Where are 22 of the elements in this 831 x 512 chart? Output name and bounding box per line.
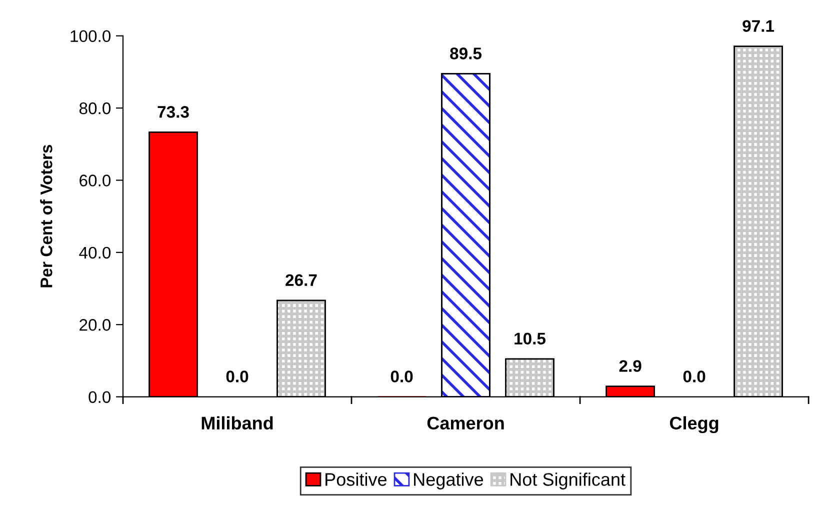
- data-label: 97.1: [742, 20, 774, 32]
- y-tick-label: 20.0: [80, 319, 111, 331]
- data-label: 73.3: [158, 106, 189, 118]
- y-axis-title: Per Cent of Voters: [40, 144, 52, 288]
- data-label: 0.0: [226, 370, 248, 382]
- data-label: 0.0: [683, 370, 706, 382]
- data-label: 10.5: [514, 332, 546, 344]
- data-label: 26.7: [286, 274, 317, 286]
- legend-label: Positive: [326, 472, 386, 486]
- data-label: 2.9: [619, 360, 642, 372]
- data-label: 89.5: [450, 48, 482, 60]
- y-tick-label: 80.0: [79, 102, 111, 114]
- legend-label: Not Significant: [510, 472, 626, 490]
- x-tick-label: Cameron: [427, 416, 504, 430]
- y-tick-label: 60.0: [80, 174, 111, 186]
- legend-label: Negative: [414, 472, 484, 490]
- x-tick-label: Miliband: [202, 416, 273, 430]
- y-tick-label: 100.0: [70, 30, 111, 42]
- y-tick-label: 0.0: [88, 391, 111, 404]
- y-tick-label: 40.0: [79, 246, 111, 259]
- data-label: 0.0: [390, 370, 413, 382]
- x-tick-label: Clegg: [670, 416, 718, 434]
